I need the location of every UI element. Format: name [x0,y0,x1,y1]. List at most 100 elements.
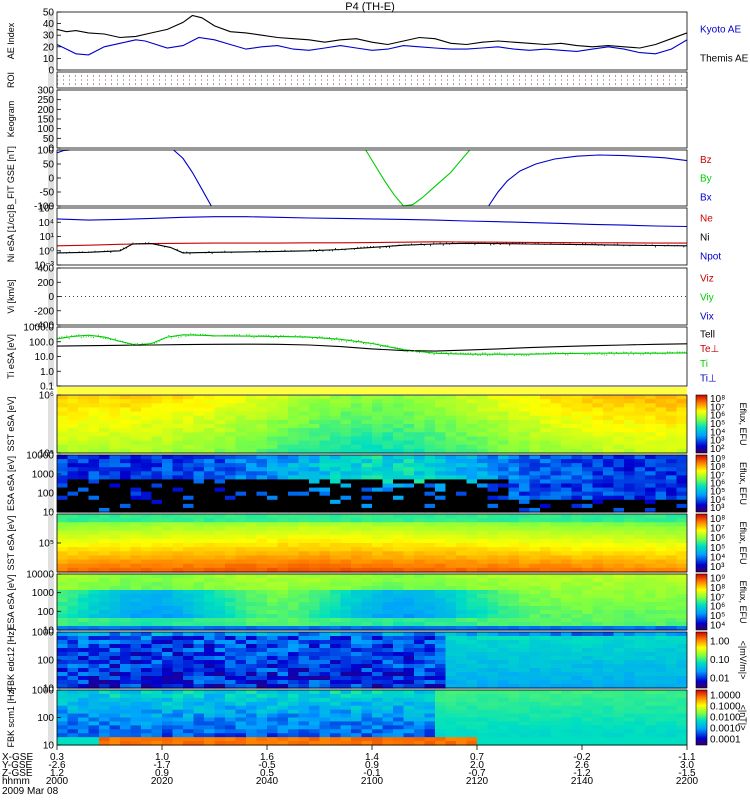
fbk2-cell [330,721,342,726]
fbk1-cell [246,656,258,661]
esa2-cell [424,606,436,611]
sst1-cell [88,428,100,433]
sst1-cell [582,440,594,446]
sst1-cell [183,415,195,421]
sst1-cell [613,415,625,421]
fbk2-cell [267,733,279,738]
esa2-cell [393,602,405,607]
sst1-cell [372,440,384,446]
esa2-cell [508,610,520,615]
sst2-cell [120,567,132,573]
fbk2-cell [372,701,384,707]
esa2-cell [141,622,153,627]
sst1-cell [120,428,132,433]
esa2-cell [676,602,687,607]
sst2-cell [435,559,447,565]
sst2-cell [267,559,279,565]
fbk1-cell [351,656,363,661]
sst1-cell [277,399,289,404]
fbk2-cell [214,693,226,699]
fbk1-cell [561,644,573,649]
sst2-cell [624,538,636,544]
esa1-cell [57,455,69,460]
fbk2-cell [414,733,426,738]
sst2-cell [162,538,174,544]
fbk1-cell [645,656,657,661]
fbk1-cell [508,632,520,637]
esa2-cell [655,578,667,583]
esa1-cell [151,499,163,505]
sst2-cell [424,555,436,561]
sst2-cell [550,543,562,548]
esa1-cell [67,459,79,464]
fbk1-cell [298,676,310,681]
esa2-cell [613,578,625,583]
esa1-cell [393,459,405,464]
sst2-cell [519,514,531,519]
sst1-cell [78,407,90,413]
sst1-cell [330,432,342,438]
esa1-cell [498,499,510,505]
esa1-cell [424,471,436,476]
esa1-cell [477,479,489,485]
sst1-cell [382,448,394,454]
sst2-cell [214,547,226,552]
esa1-cell [508,503,520,509]
sst1-cell [487,415,499,421]
esa2-cell [498,622,510,627]
esa2-cell [487,618,499,623]
fbk1-cell [382,652,394,657]
sst1-cell [193,407,205,413]
sst2-cell [141,559,153,565]
sst2-cell [414,522,426,528]
esa2-cell [298,610,310,615]
sst1-cell [445,407,457,413]
fbk1-cell [666,672,678,677]
fbk1-cell [267,660,279,665]
esa2-cell [109,618,121,623]
esa2-cell [487,606,499,611]
esa1-cell [655,455,667,460]
fbk2-cell [235,721,247,726]
sst1-cell [78,436,90,442]
esa2-cell [288,602,300,607]
sst2-cell [372,559,384,565]
sst1-cell [67,415,79,421]
fbk2-cell [445,693,457,699]
esa2-cell [183,574,195,579]
esa2-cell [162,606,174,611]
fbk2-cell [624,701,636,707]
fbk2-cell [351,741,363,746]
fbk1-cell [666,660,678,665]
sst1-cell [256,440,268,446]
esa1-cell [477,459,489,464]
esa1-cell [424,455,436,460]
sst2-cell [655,547,667,552]
sst1-cell [466,415,478,421]
sst1-cell [571,415,583,421]
fbk2-cell [109,705,121,711]
esa1-cell [592,487,604,493]
fbk2-cell [498,729,510,734]
esa1-cell [162,467,174,472]
fbk1-cell [550,672,562,677]
fbk2-cell [550,690,562,695]
fbk2-cell [382,701,394,707]
esa2-cell [666,614,678,619]
esa2-cell [277,618,289,623]
fbk1-cell [498,640,510,645]
sst1-cell [613,419,625,425]
fbk1-cell [361,676,373,681]
sst2-cell [67,547,79,552]
sst1-cell [582,395,594,400]
esa2-cell [498,594,510,599]
esa2-cell [351,614,363,619]
sst2-cell [645,567,657,573]
esa2-cell [99,594,111,599]
sst2-cell [246,543,258,548]
fbk1-cell [456,676,468,681]
esa1-cell [267,479,279,485]
sst2-cell [498,563,510,569]
esa2-cell [183,590,195,595]
sst2-cell [141,538,153,544]
